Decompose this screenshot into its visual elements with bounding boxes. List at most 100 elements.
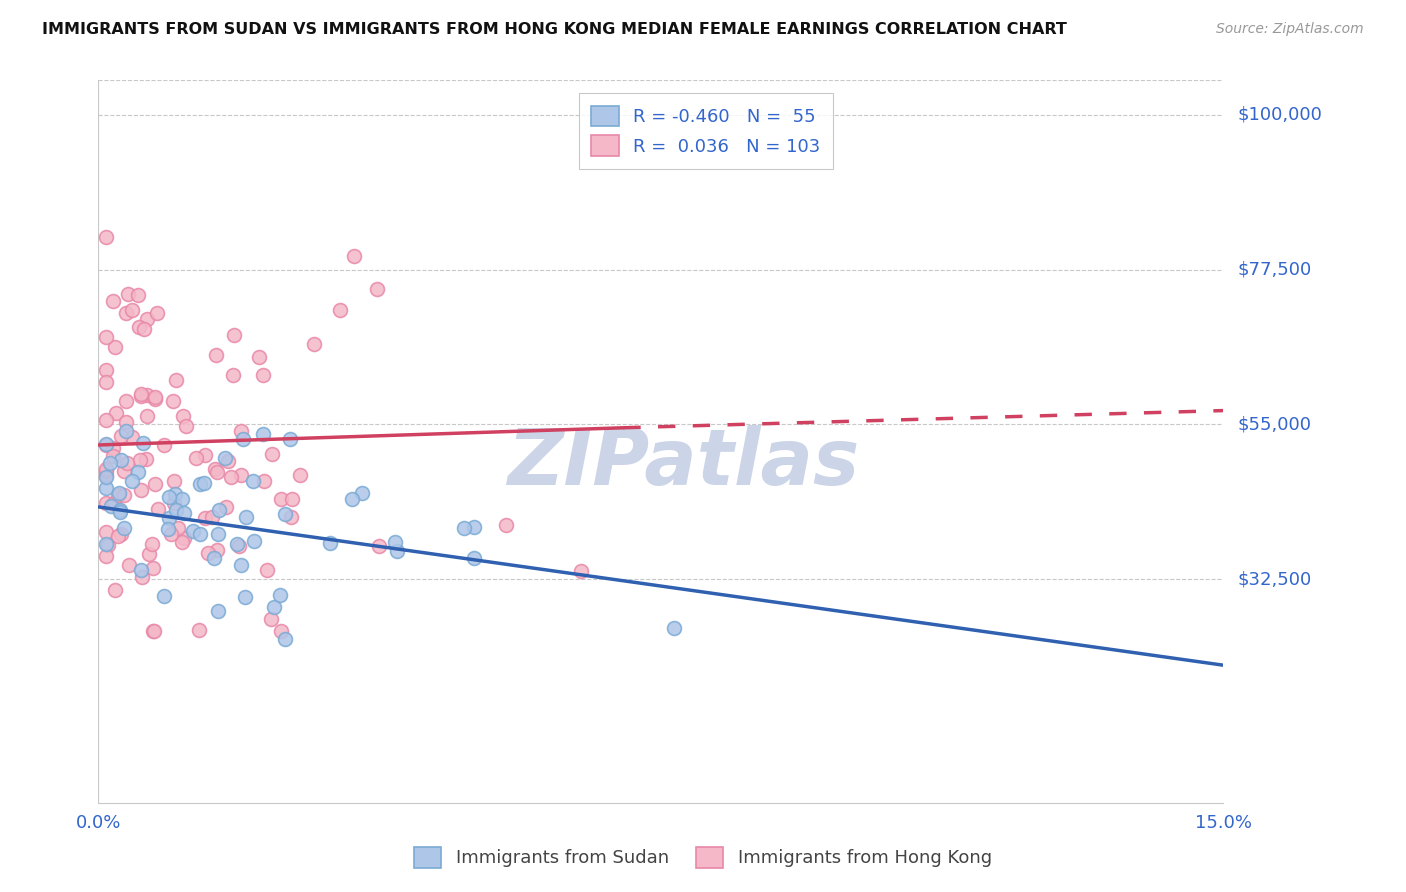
Point [463, 551, 485, 566]
Text: $100,000: $100,000 [1237, 105, 1322, 124]
Point [146, 306, 169, 320]
Point [94, 496, 117, 510]
Point [495, 517, 517, 532]
Point [260, 612, 283, 626]
Legend: R = -0.460   N =  55, R =  0.036   N = 103: R = -0.460 N = 55, R = 0.036 N = 103 [579, 93, 832, 169]
Text: ZIPatlas: ZIPatlas [508, 425, 859, 501]
Point [107, 529, 129, 543]
Point [229, 558, 252, 572]
Point [103, 450, 125, 464]
Point [278, 433, 301, 447]
Point [260, 447, 283, 461]
Point [165, 503, 187, 517]
Point [94, 537, 117, 551]
Point [172, 492, 194, 507]
Point [110, 527, 132, 541]
Point [201, 509, 224, 524]
Point [112, 464, 135, 478]
Point [242, 474, 264, 488]
Point [217, 454, 239, 468]
Point [188, 477, 211, 491]
Point [205, 348, 228, 362]
Point [269, 588, 291, 602]
Text: $77,500: $77,500 [1237, 260, 1312, 278]
Point [97, 538, 120, 552]
Point [131, 570, 153, 584]
Point [163, 474, 186, 488]
Point [94, 363, 117, 377]
Point [94, 230, 117, 244]
Point [108, 503, 131, 517]
Point [127, 465, 149, 479]
Point [112, 488, 135, 502]
Point [101, 293, 124, 308]
Point [329, 302, 352, 317]
Point [94, 330, 117, 344]
Point [156, 522, 179, 536]
Point [302, 337, 325, 351]
Point [368, 539, 391, 553]
Point [173, 531, 195, 545]
Point [233, 591, 256, 605]
Text: Source: ZipAtlas.com: Source: ZipAtlas.com [1216, 22, 1364, 37]
Point [145, 390, 167, 404]
Point [270, 624, 292, 638]
Point [94, 413, 117, 427]
Point [229, 467, 252, 482]
Point [288, 467, 311, 482]
Point [141, 537, 163, 551]
Text: $55,000: $55,000 [1237, 416, 1312, 434]
Point [176, 418, 198, 433]
Point [173, 507, 195, 521]
Point [214, 450, 236, 465]
Point [384, 534, 406, 549]
Point [138, 547, 160, 561]
Point [94, 467, 117, 482]
Legend: Immigrants from Sudan, Immigrants from Hong Kong: Immigrants from Sudan, Immigrants from H… [404, 836, 1002, 879]
Point [118, 558, 141, 572]
Point [135, 452, 157, 467]
Point [235, 510, 257, 524]
Point [94, 437, 117, 451]
Point [197, 546, 219, 560]
Point [129, 564, 152, 578]
Point [132, 435, 155, 450]
Point [129, 389, 152, 403]
Point [253, 475, 276, 489]
Point [103, 496, 125, 510]
Point [205, 543, 228, 558]
Point [229, 424, 252, 438]
Point [247, 350, 270, 364]
Point [319, 535, 342, 549]
Point [148, 501, 170, 516]
Point [215, 500, 238, 515]
Point [463, 520, 485, 534]
Point [207, 604, 229, 618]
Point [187, 624, 209, 638]
Point [340, 492, 363, 507]
Point [94, 525, 117, 540]
Point [98, 456, 121, 470]
Point [159, 490, 181, 504]
Point [366, 282, 388, 296]
Point [205, 465, 228, 479]
Point [145, 392, 167, 406]
Point [129, 453, 152, 467]
Point [94, 481, 117, 495]
Point [226, 537, 249, 551]
Text: $32,500: $32,500 [1237, 570, 1312, 588]
Point [165, 373, 187, 387]
Point [228, 539, 250, 553]
Point [115, 457, 138, 471]
Point [142, 624, 165, 638]
Point [114, 393, 136, 408]
Point [181, 524, 204, 538]
Point [117, 286, 139, 301]
Point [94, 549, 117, 563]
Point [202, 551, 225, 566]
Point [204, 462, 226, 476]
Point [221, 368, 243, 382]
Point [163, 496, 186, 510]
Point [232, 432, 254, 446]
Point [343, 249, 366, 263]
